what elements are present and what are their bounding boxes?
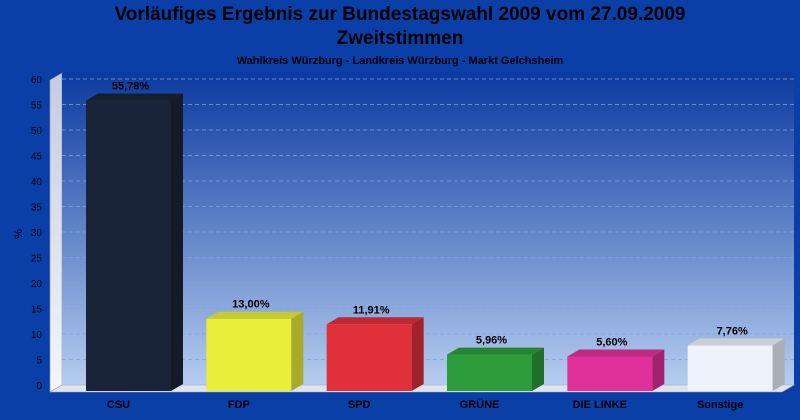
bar-top — [687, 338, 785, 346]
y-tick-label: 15 — [31, 305, 43, 316]
bar-value-label: 5,96% — [476, 335, 507, 347]
bar-die-linke — [567, 349, 665, 391]
x-category-label: DIE LINKE — [573, 399, 627, 411]
x-category-label: SPD — [348, 399, 371, 411]
y-tick-label: 10 — [31, 330, 43, 341]
bar-side — [291, 311, 304, 391]
bar-top — [326, 317, 424, 325]
y-tick-label: 30 — [31, 228, 43, 239]
bar-front — [326, 324, 412, 391]
bar-spd — [326, 317, 424, 391]
x-category-label: GRÜNE — [460, 398, 500, 411]
plot-background — [62, 73, 794, 385]
bar-value-label: 5,60% — [596, 336, 627, 348]
bar-value-label: 11,91% — [353, 304, 390, 316]
bar-side — [171, 93, 183, 391]
bar-side — [772, 338, 785, 391]
bar-front — [687, 345, 773, 391]
bar-fdp — [206, 311, 304, 391]
plot-left-wall — [49, 72, 63, 393]
y-tick-label: 0 — [36, 381, 42, 392]
bar-top — [206, 311, 304, 319]
bar-side — [652, 349, 665, 391]
bar-csu — [86, 93, 183, 391]
bar-sonstige — [687, 338, 785, 391]
bar-top — [567, 349, 665, 357]
bar-front — [86, 100, 171, 391]
chart-title: Vorläufiges Ergebnis zur Bundestagswahl … — [114, 4, 686, 25]
bar-top — [86, 93, 183, 101]
bar-side — [532, 347, 544, 391]
y-axis-title: % — [13, 229, 25, 239]
bar-value-label: 55,78% — [112, 81, 150, 93]
y-tick-label: 5 — [36, 356, 42, 367]
y-tick-label: 20 — [31, 279, 43, 290]
y-tick-label: 40 — [31, 177, 43, 188]
bar-front — [567, 356, 653, 391]
bar-front — [206, 318, 292, 391]
x-category-label: CSU — [107, 399, 130, 411]
x-category-label: Sonstige — [697, 399, 743, 411]
y-tick-label: 60 — [31, 75, 43, 86]
bar-top — [447, 347, 544, 355]
y-tick-label: 45 — [31, 152, 43, 163]
chart-title-line2: Zweitstimmen — [336, 28, 464, 49]
y-tick-label: 25 — [31, 254, 43, 265]
bar-value-label: 7,76% — [717, 325, 748, 337]
bar-side — [411, 317, 424, 391]
x-category-label: FDP — [228, 399, 250, 411]
bar-front — [447, 354, 532, 391]
chart-subtitle: Wahlkreis Würzburg - Landkreis Würzburg … — [236, 55, 564, 67]
bar-grüne — [447, 347, 544, 391]
y-tick-label: 50 — [31, 126, 43, 137]
y-tick-label: 35 — [31, 203, 43, 214]
bar-value-label: 13,00% — [232, 299, 270, 311]
y-tick-label: 55 — [31, 101, 43, 112]
